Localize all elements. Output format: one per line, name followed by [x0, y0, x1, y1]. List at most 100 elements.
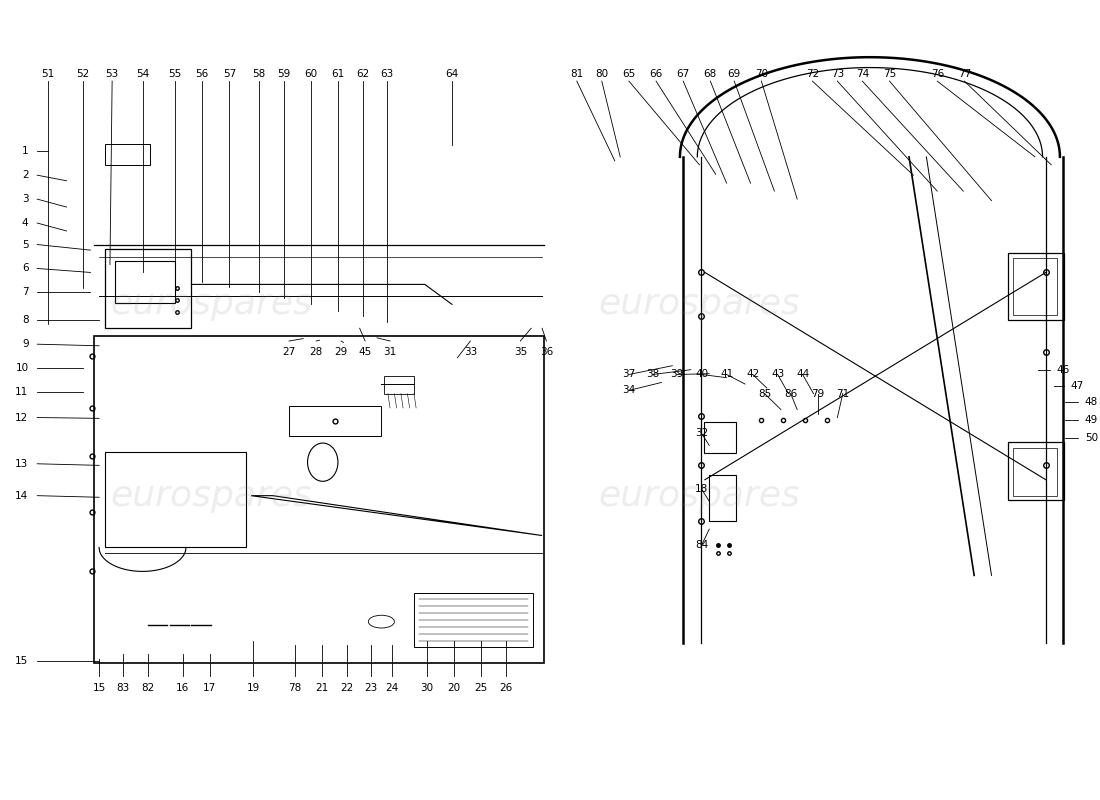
Text: 15: 15	[15, 657, 29, 666]
Text: 42: 42	[746, 370, 759, 379]
Text: 78: 78	[288, 683, 301, 693]
Text: 37: 37	[623, 370, 636, 379]
Text: 72: 72	[806, 69, 820, 78]
Bar	[116, 262, 175, 302]
Text: 4: 4	[22, 218, 29, 228]
Text: 46: 46	[1057, 365, 1070, 374]
Text: 75: 75	[883, 69, 896, 78]
Text: 21: 21	[315, 683, 328, 693]
Text: 35: 35	[514, 346, 527, 357]
Text: 63: 63	[381, 69, 394, 78]
Text: 5: 5	[22, 239, 29, 250]
Text: 9: 9	[22, 339, 29, 349]
Text: 36: 36	[540, 346, 553, 357]
Text: 50: 50	[1085, 434, 1098, 443]
Text: 10: 10	[15, 363, 29, 373]
Text: 83: 83	[117, 683, 130, 693]
Text: 67: 67	[676, 69, 690, 78]
Text: 31: 31	[384, 346, 397, 357]
Text: 29: 29	[334, 346, 348, 357]
Text: 17: 17	[204, 683, 217, 693]
Text: 66: 66	[649, 69, 662, 78]
Text: 70: 70	[755, 69, 768, 78]
Text: 68: 68	[704, 69, 717, 78]
Text: 22: 22	[340, 683, 353, 693]
Text: 26: 26	[499, 683, 513, 693]
Text: 58: 58	[252, 69, 265, 78]
Text: 76: 76	[931, 69, 944, 78]
Text: 16: 16	[176, 683, 189, 693]
Text: 62: 62	[356, 69, 370, 78]
Text: 65: 65	[623, 69, 636, 78]
Bar	[704, 422, 736, 454]
Text: 43: 43	[771, 370, 784, 379]
Text: 40: 40	[695, 370, 708, 379]
Text: 8: 8	[22, 315, 29, 326]
Text: 3: 3	[22, 194, 29, 204]
Text: 80: 80	[595, 69, 608, 78]
Text: eurospares: eurospares	[110, 478, 312, 513]
Text: 53: 53	[106, 69, 119, 78]
Text: 33: 33	[464, 346, 477, 357]
Text: 38: 38	[646, 370, 659, 379]
Text: 82: 82	[141, 683, 155, 693]
Text: 23: 23	[364, 683, 377, 693]
Text: 73: 73	[830, 69, 844, 78]
Text: 59: 59	[277, 69, 290, 78]
Text: 81: 81	[570, 69, 583, 78]
Text: 51: 51	[42, 69, 55, 78]
Text: 7: 7	[22, 287, 29, 298]
Text: 55: 55	[168, 69, 182, 78]
Text: 27: 27	[283, 346, 296, 357]
Text: 84: 84	[695, 540, 708, 550]
Text: 15: 15	[92, 683, 106, 693]
Text: 44: 44	[796, 370, 810, 379]
Text: 79: 79	[811, 389, 824, 398]
Text: 48: 48	[1085, 397, 1098, 406]
Text: 85: 85	[758, 389, 771, 398]
Text: eurospares: eurospares	[598, 478, 801, 513]
Text: 32: 32	[695, 429, 708, 438]
Text: 57: 57	[223, 69, 236, 78]
Text: 39: 39	[670, 370, 683, 379]
Bar	[104, 144, 150, 165]
Bar	[289, 406, 382, 436]
Text: 60: 60	[305, 69, 318, 78]
Text: 11: 11	[15, 387, 29, 397]
Text: 61: 61	[331, 69, 344, 78]
Text: 14: 14	[15, 490, 29, 501]
Text: 69: 69	[727, 69, 740, 78]
Text: 13: 13	[15, 458, 29, 469]
Text: 49: 49	[1085, 415, 1098, 425]
Text: 1: 1	[22, 146, 29, 156]
Text: 47: 47	[1070, 381, 1084, 390]
Text: 34: 34	[623, 386, 636, 395]
Text: 2: 2	[22, 170, 29, 180]
Text: 25: 25	[474, 683, 488, 693]
Text: 41: 41	[720, 370, 734, 379]
Text: 20: 20	[448, 683, 461, 693]
Text: 54: 54	[136, 69, 150, 78]
Text: 6: 6	[22, 263, 29, 274]
Text: 19: 19	[246, 683, 260, 693]
Text: 74: 74	[856, 69, 869, 78]
Bar	[384, 376, 414, 394]
Text: 64: 64	[446, 69, 459, 78]
Bar	[1008, 442, 1065, 500]
Text: 56: 56	[196, 69, 209, 78]
Text: 30: 30	[420, 683, 433, 693]
Bar	[1008, 253, 1065, 320]
Text: 18: 18	[695, 484, 708, 494]
Text: eurospares: eurospares	[598, 287, 801, 322]
Text: 86: 86	[784, 389, 798, 398]
Text: 12: 12	[15, 413, 29, 422]
Bar	[710, 475, 736, 521]
Text: 52: 52	[76, 69, 89, 78]
Bar	[1013, 448, 1057, 496]
Text: 77: 77	[958, 69, 971, 78]
Text: 24: 24	[386, 683, 399, 693]
Text: 45: 45	[359, 346, 372, 357]
Text: 28: 28	[309, 346, 323, 357]
Text: eurospares: eurospares	[110, 287, 312, 322]
Text: 71: 71	[836, 389, 849, 398]
